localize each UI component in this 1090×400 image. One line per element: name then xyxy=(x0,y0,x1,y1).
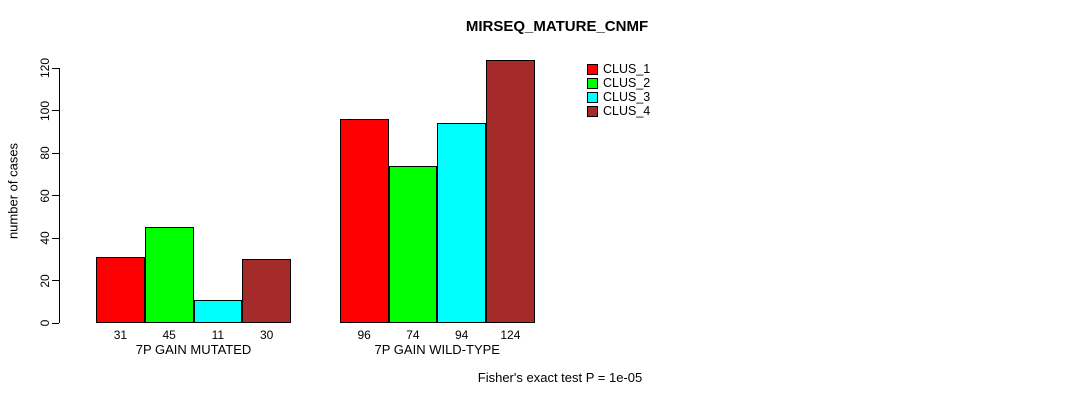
bar-value-label: 31 xyxy=(113,328,128,342)
legend-swatch-icon xyxy=(587,91,598,103)
bar-clus_2-group1 xyxy=(144,227,194,323)
y-tick-mark xyxy=(52,67,59,69)
legend-row-clus_1: CLUS_1 xyxy=(587,62,650,76)
legend-label: CLUS_1 xyxy=(603,62,651,76)
legend-row-clus_4: CLUS_4 xyxy=(587,104,650,118)
bar-value-label: 11 xyxy=(211,328,225,342)
bar-clus_1-group1 xyxy=(96,257,145,323)
x-group-label: 7P GAIN WILD-TYPE xyxy=(374,342,500,357)
legend-label: CLUS_2 xyxy=(603,76,651,90)
bar-value-label: 124 xyxy=(500,328,521,342)
y-tick-mark xyxy=(52,237,59,239)
y-tick-mark xyxy=(52,322,59,324)
bar-clus_4-group1 xyxy=(242,259,291,323)
y-tick-label: 40 xyxy=(38,231,52,245)
legend-swatch-icon xyxy=(587,77,598,89)
y-tick-mark xyxy=(52,280,59,281)
bar-value-label: 45 xyxy=(162,328,176,342)
legend-swatch-icon xyxy=(587,63,598,75)
y-axis-label: number of cases xyxy=(5,142,21,240)
legend-label: CLUS_3 xyxy=(603,90,651,104)
bar-clus_1-group2 xyxy=(339,119,389,323)
y-tick-label: 0 xyxy=(38,319,52,327)
y-tick-label: 100 xyxy=(38,100,52,121)
y-tick-label: 60 xyxy=(38,188,52,203)
legend-label: CLUS_4 xyxy=(603,104,651,118)
bar-value-label: 94 xyxy=(454,328,469,342)
y-axis-line xyxy=(59,68,60,323)
y-tick-mark xyxy=(52,195,59,196)
bar-value-label: 30 xyxy=(259,328,274,342)
y-tick-mark xyxy=(52,152,59,154)
y-tick-mark xyxy=(52,110,59,111)
stat-test-annotation: Fisher's exact test P = 1e-05 xyxy=(477,370,643,385)
legend-swatch-icon xyxy=(587,105,598,117)
bar-clus_4-group2 xyxy=(486,59,535,323)
legend-row-clus_2: CLUS_2 xyxy=(587,76,650,90)
bar-value-label: 96 xyxy=(357,328,371,342)
bar-clus_3-group1 xyxy=(193,299,243,323)
bar-value-label: 74 xyxy=(406,328,420,342)
bar-clus_3-group2 xyxy=(437,123,486,323)
chart-legend: CLUS_1 CLUS_2 CLUS_3 CLUS_4 xyxy=(587,62,650,118)
y-tick-label: 120 xyxy=(38,57,52,79)
chart-title: MIRSEQ_MATURE_CNMF xyxy=(465,18,649,35)
y-tick-label: 80 xyxy=(38,146,52,160)
bar-clus_2-group2 xyxy=(388,165,438,323)
legend-row-clus_3: CLUS_3 xyxy=(587,90,650,104)
x-group-label: 7P GAIN MUTATED xyxy=(135,342,252,357)
y-tick-label: 20 xyxy=(38,273,52,288)
